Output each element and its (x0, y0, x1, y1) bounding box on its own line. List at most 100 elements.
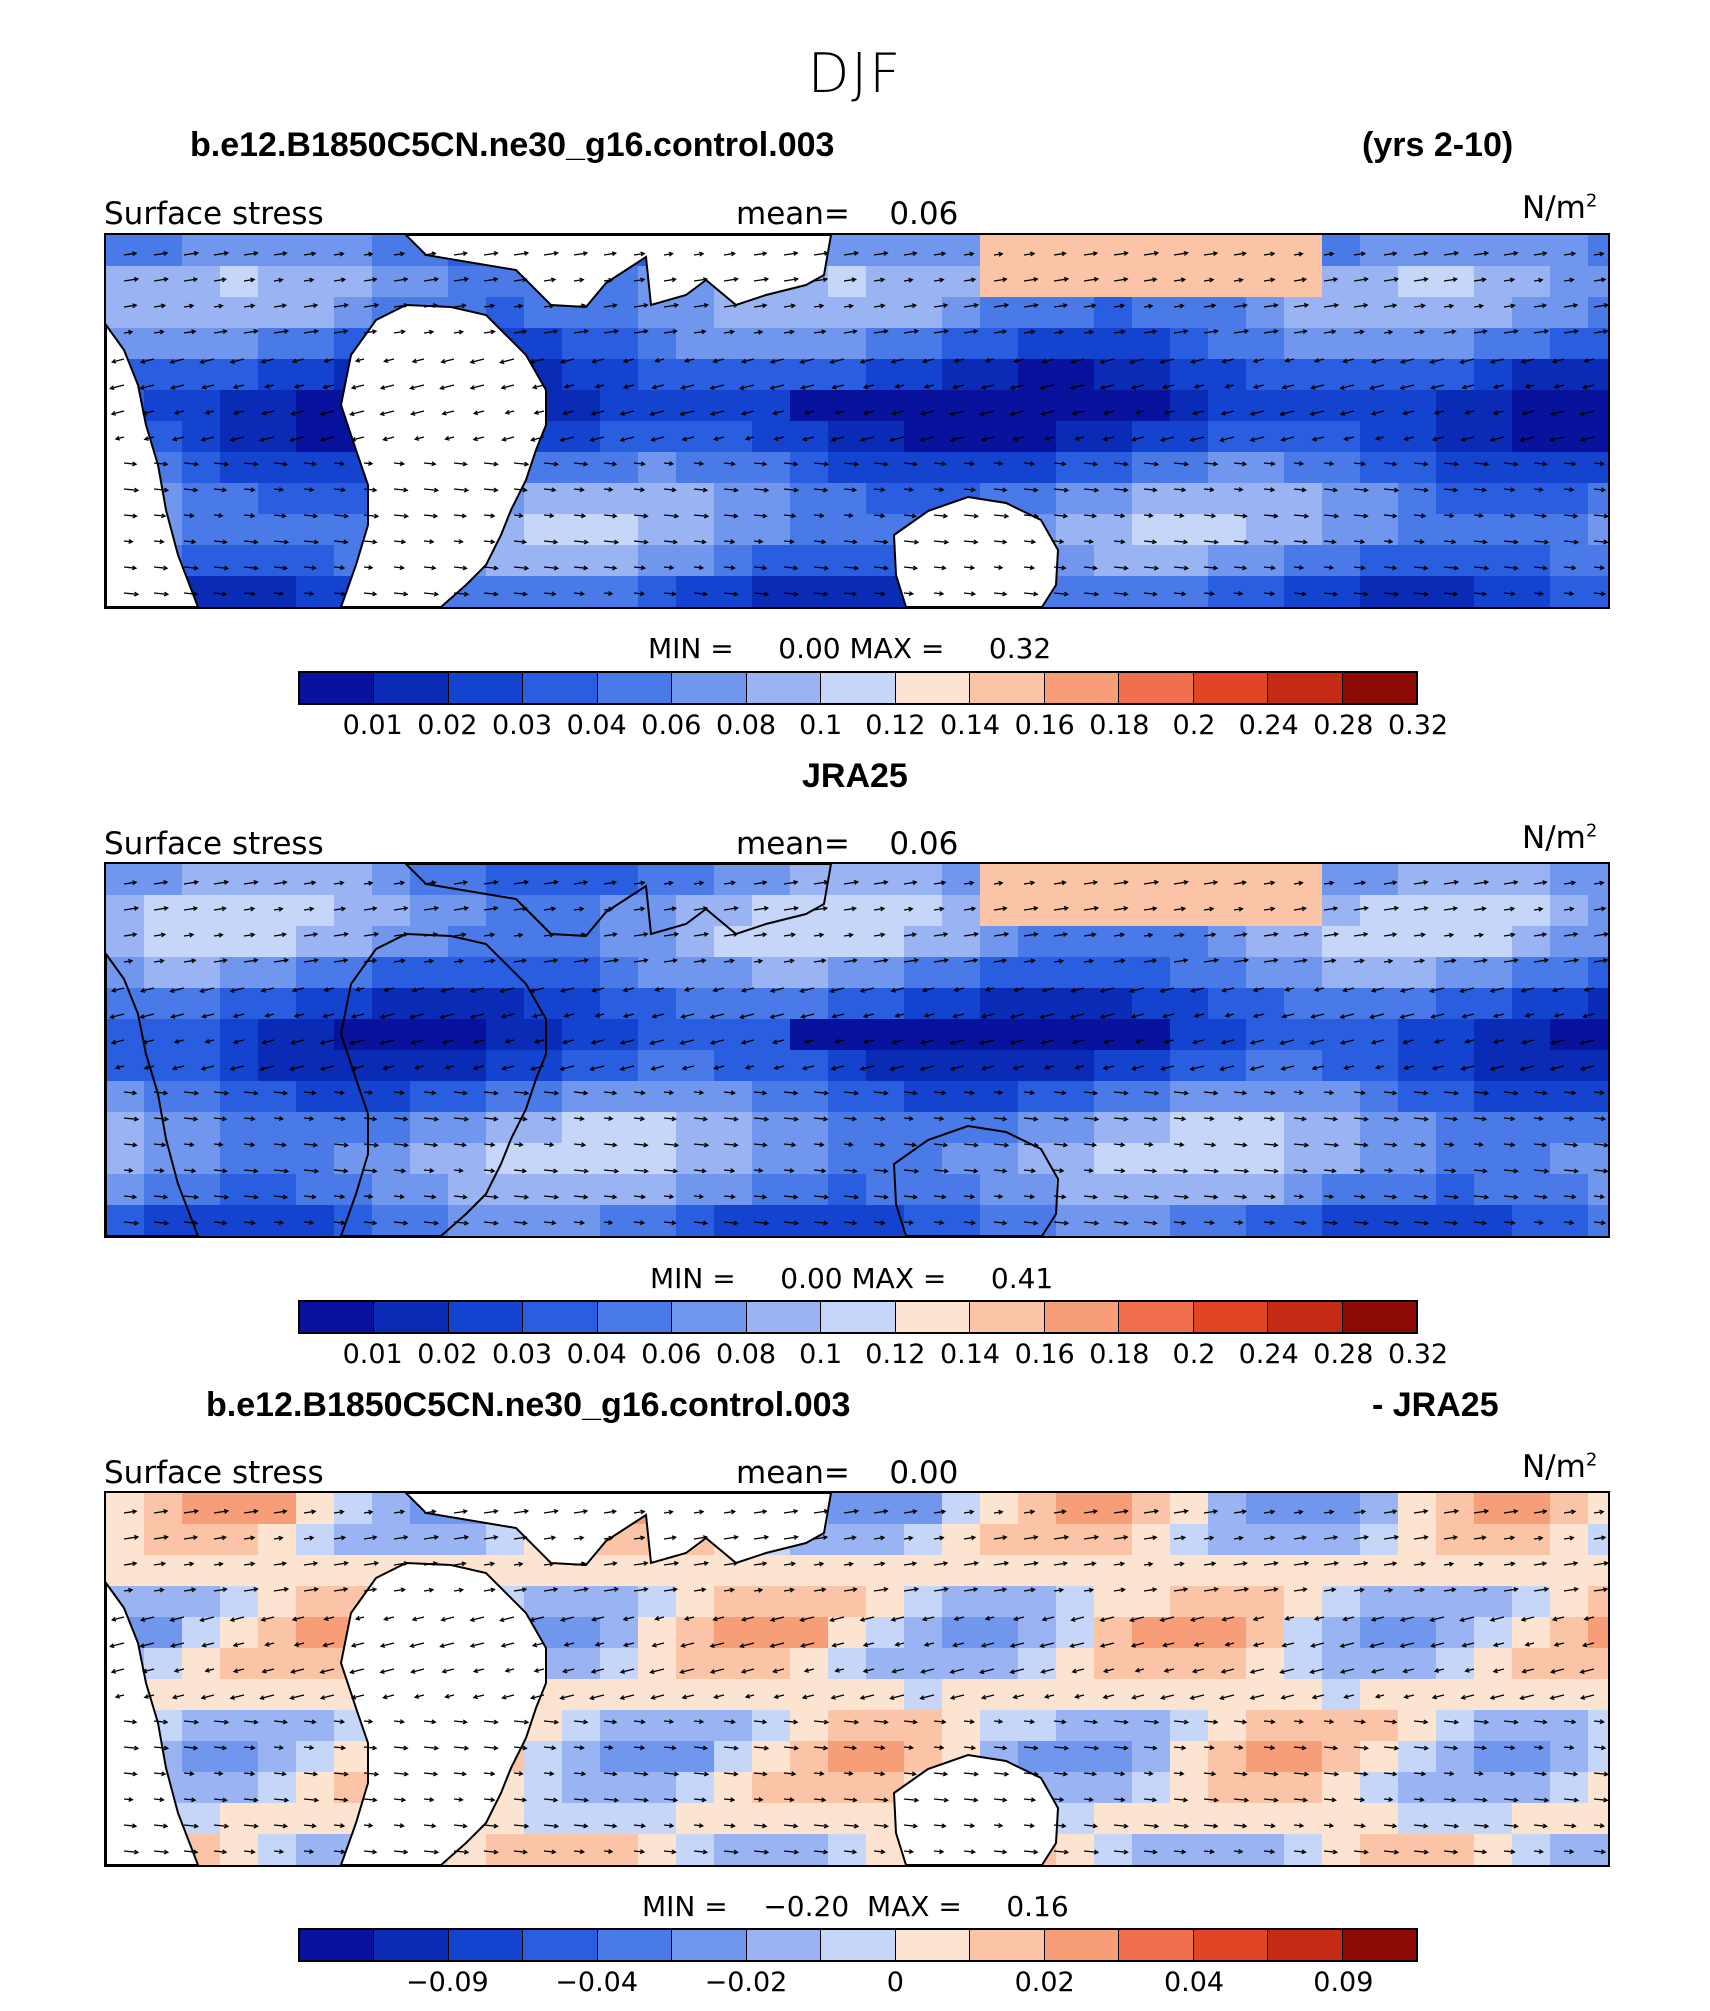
colorbar-swatch (895, 1302, 971, 1332)
colorbar-tick-label: 0.1 (799, 1339, 843, 1370)
panel1-field-label: Surface stress (104, 196, 324, 232)
colorbar-swatch (821, 1930, 896, 1960)
colorbar-swatch (746, 1302, 822, 1332)
colorbar-swatch (1342, 673, 1417, 703)
colorbar-tick-label: 0.1 (799, 710, 843, 741)
colorbar-swatch (374, 1302, 449, 1332)
panel2-title: JRA25 (802, 757, 908, 795)
panel3-field-label: Surface stress (104, 1455, 324, 1491)
colorbar-tick-label: 0.16 (1014, 710, 1075, 741)
colorbar-swatch (1193, 1302, 1269, 1332)
colorbar-tick-label: 0.02 (417, 710, 478, 741)
colorbar-tick-label: 0.2 (1172, 1339, 1216, 1370)
colorbar-tick-label: 0 (886, 1967, 904, 1998)
colorbar-tick-label: 0.08 (715, 710, 777, 741)
colorbar-swatch (523, 1302, 598, 1332)
colorbar-tick-label: 0.03 (491, 1339, 553, 1370)
colorbar-swatch (970, 1302, 1045, 1332)
figure-title: DJF (807, 42, 903, 105)
panel1-colorbar-ticks: 0.01 0.02 0.03 0.04 0.06 0.08 0.1 0.12 0.14 0.16 0… (298, 710, 1448, 744)
panel2-map (104, 862, 1610, 1238)
colorbar-swatch (746, 1930, 822, 1960)
colorbar-tick-label: 0.08 (715, 1339, 777, 1370)
colorbar-swatch (746, 673, 822, 703)
colorbar-swatch (300, 1930, 375, 1960)
stress-field (106, 864, 1608, 1236)
panel1-map (104, 233, 1610, 609)
stress-field (106, 235, 1608, 607)
colorbar-swatch (895, 1930, 971, 1960)
colorbar-swatch (1119, 1302, 1194, 1332)
colorbar-swatch (1044, 673, 1120, 703)
colorbar-swatch (895, 673, 971, 703)
colorbar-tick-label: 0.01 (342, 710, 403, 741)
colorbar-tick-label: 0.02 (1014, 1967, 1075, 1998)
colorbar-tick-label: 0.16 (1014, 1339, 1075, 1370)
colorbar-tick-label: 0.32 (1387, 1339, 1449, 1370)
panel1-minmax: MIN = 0.00 MAX = 0.32 (648, 632, 1052, 665)
panel2-minmax: MIN = 0.00 MAX = 0.41 (650, 1262, 1054, 1295)
colorbar-swatch (1268, 1302, 1343, 1332)
panel1-title-right: (yrs 2-10) (1362, 126, 1514, 164)
colorbar-tick-label: 0.24 (1238, 1339, 1299, 1370)
colorbar-swatch (821, 673, 896, 703)
colorbar-tick-label: 0.01 (342, 1339, 403, 1370)
colorbar-swatch (597, 1930, 673, 1960)
colorbar-tick-label: 0.28 (1313, 710, 1374, 741)
panel2-field-label: Surface stress (104, 826, 324, 862)
colorbar-swatch (970, 673, 1045, 703)
colorbar-swatch (523, 1930, 598, 1960)
colorbar-swatch (1268, 673, 1343, 703)
colorbar-swatch (1268, 1930, 1343, 1960)
panel1-mean-value: 0.06 (889, 196, 959, 232)
panel3-title-right: - JRA25 (1372, 1386, 1499, 1424)
colorbar-swatch (672, 673, 747, 703)
colorbar-tick-label: 0.14 (939, 1339, 1001, 1370)
panel3-minmax: MIN = −0.20 MAX = 0.16 (642, 1890, 1069, 1923)
panel3-colorbar (298, 1928, 1418, 1962)
panel2-colorbar (298, 1300, 1418, 1334)
panel3-mean-value: 0.00 (889, 1455, 959, 1491)
colorbar-swatch (821, 1302, 896, 1332)
panel1-units: N/m2 (1522, 190, 1598, 226)
colorbar-swatch (672, 1930, 747, 1960)
colorbar-tick-label: 0.09 (1313, 1967, 1374, 1998)
colorbar-tick-label: 0.14 (939, 710, 1001, 741)
colorbar-swatch (448, 1302, 524, 1332)
colorbar-tick-label: 0.18 (1089, 710, 1150, 741)
colorbar-swatch (374, 673, 449, 703)
colorbar-swatch (523, 673, 598, 703)
panel3-mean-label: mean= 0.00 (736, 1455, 959, 1491)
colorbar-tick-label: 0.06 (641, 710, 702, 741)
colorbar-tick-label: 0.12 (865, 1339, 926, 1370)
colorbar-swatch (1119, 673, 1194, 703)
wind-stress-vectors (109, 879, 1608, 1226)
colorbar-swatch (597, 1302, 673, 1332)
colorbar-swatch (1342, 1302, 1417, 1332)
colorbar-tick-label: 0.12 (865, 710, 926, 741)
colorbar-tick-label: 0.32 (1387, 710, 1449, 741)
colorbar-tick-label: −0.02 (704, 1967, 788, 1998)
colorbar-swatch (1044, 1930, 1120, 1960)
panel1-mean-label: mean= 0.06 (736, 196, 959, 232)
colorbar-tick-label: 0.04 (566, 710, 627, 741)
colorbar-swatch (1342, 1930, 1417, 1960)
colorbar-tick-label: −0.04 (555, 1967, 639, 1998)
colorbar-swatch (300, 673, 375, 703)
panel3-units: N/m2 (1522, 1449, 1598, 1485)
colorbar-swatch (1193, 673, 1269, 703)
colorbar-tick-label: 0.28 (1313, 1339, 1374, 1370)
panel3-title-left: b.e12.B1850C5CN.ne30_g16.control.003 (206, 1386, 851, 1424)
colorbar-swatch (1193, 1930, 1269, 1960)
colorbar-swatch (970, 1930, 1045, 1960)
wind-stress-vectors (109, 250, 1608, 597)
colorbar-swatch (374, 1930, 449, 1960)
panel2-units: N/m2 (1522, 820, 1598, 856)
colorbar-swatch (1044, 1302, 1120, 1332)
panel2-mean-value: 0.06 (889, 826, 959, 862)
colorbar-tick-label: 0.24 (1238, 710, 1299, 741)
stress-field (106, 1493, 1608, 1865)
colorbar-swatch (1119, 1930, 1194, 1960)
colorbar-swatch (300, 1302, 375, 1332)
panel3-map (104, 1491, 1610, 1867)
